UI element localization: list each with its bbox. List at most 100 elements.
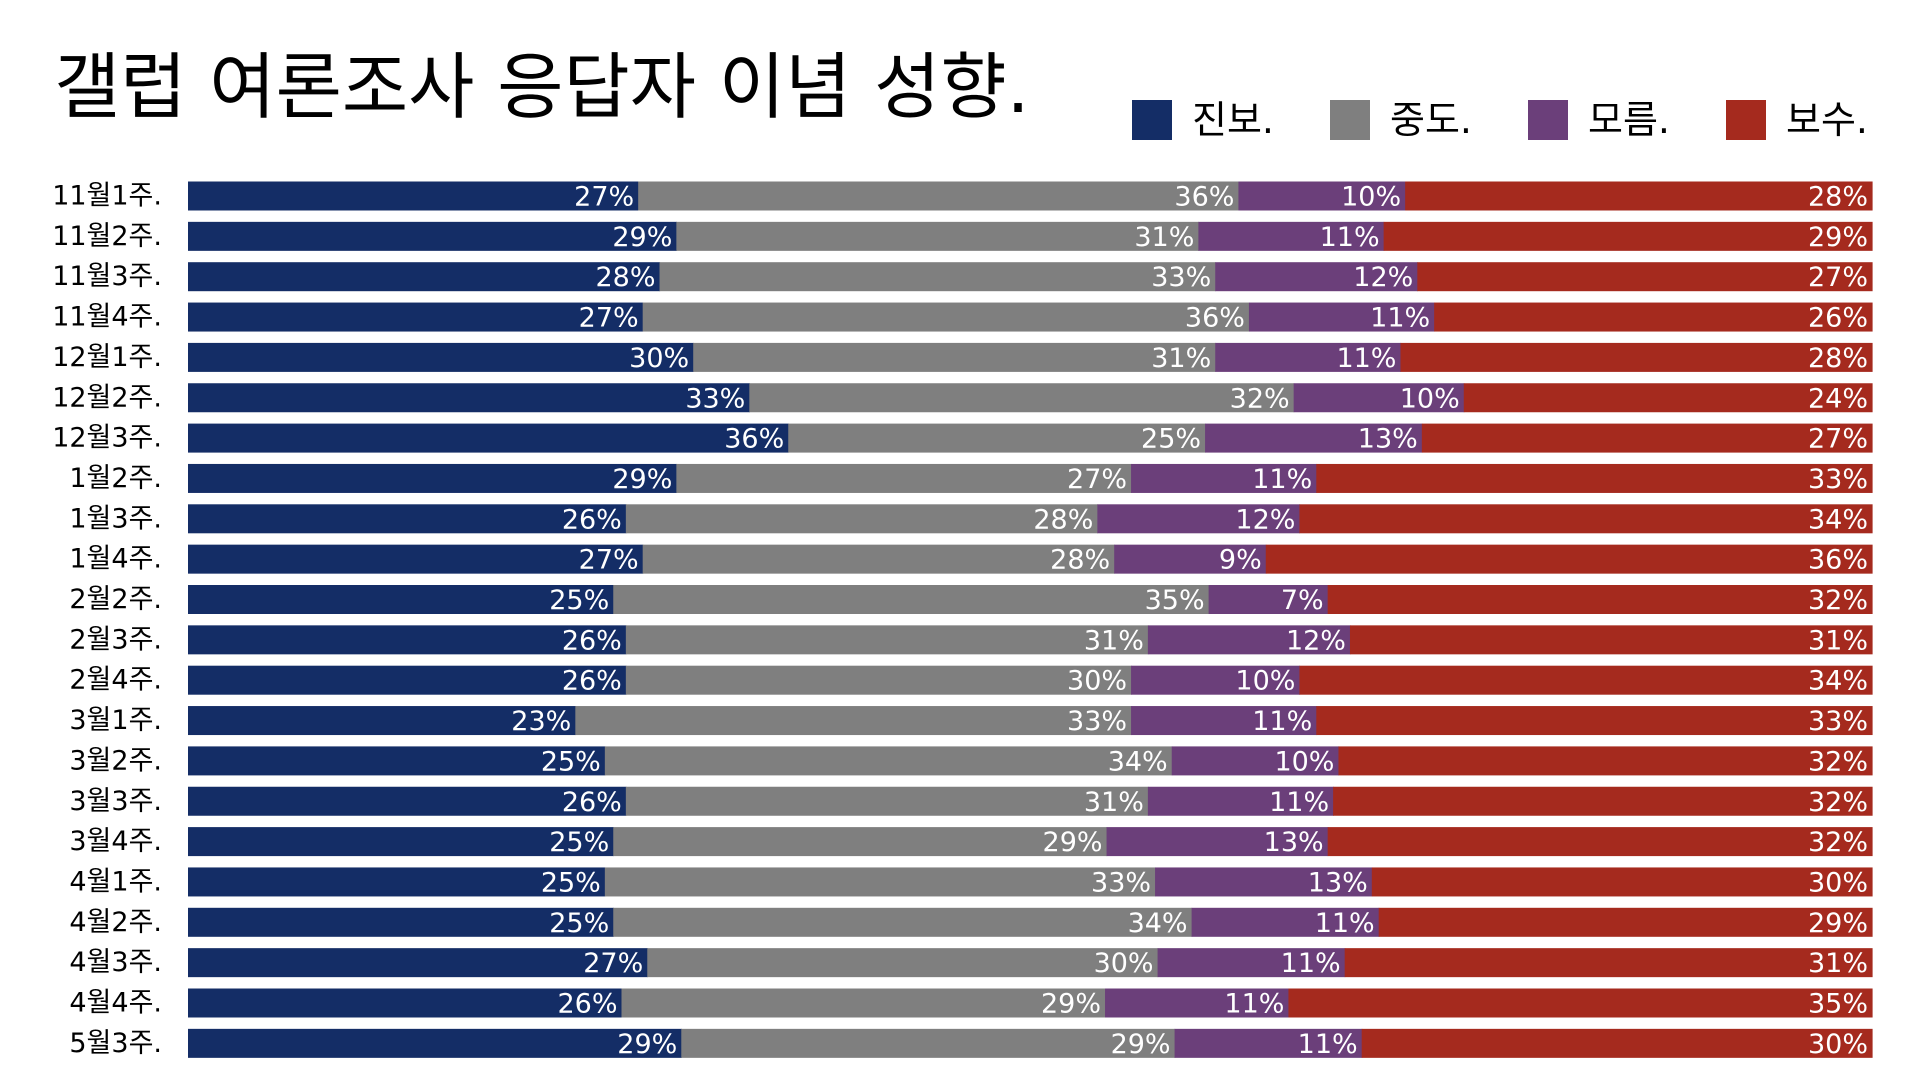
- bar-row: 4월4주. 26% 29% 11% 35%: [69, 988, 1873, 1020]
- value-label-moderate: 31%: [1134, 222, 1194, 253]
- value-label-moderate: 36%: [1185, 303, 1245, 334]
- bar-segment-moderate: [681, 1028, 1176, 1058]
- bar-segment-progressive: [188, 463, 677, 493]
- category-label: 11월1주.: [52, 181, 162, 212]
- bar-segment-unknown: [1155, 867, 1373, 897]
- bar-segment-unknown: [1131, 706, 1317, 736]
- value-label-moderate: 32%: [1230, 383, 1290, 414]
- value-label-unknown: 11%: [1281, 948, 1341, 979]
- value-label-progressive: 26%: [557, 989, 617, 1020]
- value-label-moderate: 28%: [1033, 504, 1093, 535]
- category-label: 1월4주.: [69, 544, 162, 575]
- value-label-unknown: 12%: [1235, 504, 1295, 535]
- bar-segment-unknown: [1147, 625, 1351, 655]
- value-label-conservative: 31%: [1808, 948, 1868, 979]
- value-label-moderate: 27%: [1067, 464, 1127, 495]
- category-label: 2월4주.: [69, 665, 162, 696]
- value-label-unknown: 11%: [1252, 706, 1312, 737]
- legend: 진보. 중도. 모름. 보수.: [1132, 98, 1868, 142]
- bar-segment-unknown: [1191, 907, 1380, 937]
- value-label-progressive: 26%: [562, 666, 622, 697]
- value-label-conservative: 32%: [1808, 746, 1868, 777]
- category-label: 11월2주.: [52, 221, 162, 252]
- bar-segment-progressive: [188, 706, 576, 736]
- bar-segment-progressive: [188, 867, 606, 897]
- bar-segment-moderate: [625, 665, 1132, 695]
- bar-segment-unknown: [1248, 302, 1435, 332]
- bar-segment-progressive: [188, 302, 644, 332]
- bar-segment-conservative: [1327, 585, 1873, 614]
- value-label-unknown: 11%: [1269, 787, 1329, 818]
- value-label-moderate: 33%: [1091, 867, 1151, 898]
- value-label-conservative: 28%: [1808, 182, 1868, 213]
- bar-segment-progressive: [188, 342, 694, 372]
- value-label-unknown: 11%: [1336, 343, 1396, 374]
- value-label-conservative: 26%: [1808, 303, 1868, 334]
- bar-segment-unknown: [1198, 221, 1385, 251]
- value-label-unknown: 11%: [1298, 1029, 1358, 1060]
- bar-segment-moderate: [788, 423, 1206, 453]
- bar-segment-conservative: [1288, 988, 1873, 1018]
- bar-segment-unknown: [1293, 383, 1465, 413]
- bar-segment-progressive: [188, 423, 789, 453]
- bar-segment-progressive: [188, 786, 627, 816]
- legend-label-unknown: 모름.: [1588, 98, 1670, 142]
- bar-segment-unknown: [1114, 544, 1267, 574]
- bar-row: 11월3주. 28% 33% 12% 27%: [52, 261, 1873, 293]
- value-label-progressive: 25%: [549, 908, 609, 939]
- bar-segment-moderate: [638, 181, 1240, 211]
- bar-segment-progressive: [188, 988, 623, 1018]
- bar-segment-progressive: [188, 383, 750, 413]
- legend-item-moderate: 중도.: [1330, 98, 1472, 142]
- value-label-moderate: 34%: [1128, 908, 1188, 939]
- value-label-progressive: 27%: [579, 303, 639, 334]
- bar-segment-conservative: [1327, 827, 1873, 857]
- value-label-progressive: 29%: [612, 464, 672, 495]
- legend-swatch-moderate: [1330, 100, 1370, 140]
- bar-segment-progressive: [188, 746, 606, 776]
- bar-segment-unknown: [1215, 342, 1402, 372]
- bar-segment-conservative: [1338, 746, 1873, 776]
- value-label-conservative: 36%: [1808, 545, 1868, 576]
- value-label-progressive: 29%: [612, 222, 672, 253]
- bar-segment-conservative: [1299, 504, 1873, 534]
- category-label: 4월1주.: [69, 866, 162, 897]
- bar-segment-conservative: [1405, 181, 1873, 211]
- value-label-unknown: 11%: [1315, 908, 1375, 939]
- value-label-unknown: 10%: [1341, 182, 1401, 213]
- bar-segment-unknown: [1238, 181, 1406, 211]
- legend-item-conservative: 보수.: [1726, 98, 1868, 142]
- value-label-unknown: 13%: [1308, 867, 1368, 898]
- value-label-progressive: 28%: [596, 262, 656, 293]
- value-label-conservative: 32%: [1808, 787, 1868, 818]
- category-label: 5월3주.: [69, 1028, 162, 1059]
- bar-row: 3월3주. 26% 31% 11% 32%: [69, 786, 1873, 818]
- bar-row: 11월4주. 27% 36% 11% 26%: [52, 302, 1873, 334]
- value-label-progressive: 29%: [617, 1029, 677, 1060]
- legend-swatch-conservative: [1726, 100, 1766, 140]
- legend-label-progressive: 진보.: [1192, 98, 1274, 142]
- value-label-conservative: 32%: [1808, 827, 1868, 858]
- value-label-progressive: 36%: [724, 424, 784, 455]
- bar-segment-conservative: [1316, 463, 1873, 493]
- bar-segment-moderate: [621, 988, 1106, 1018]
- value-label-progressive: 23%: [511, 706, 571, 737]
- bar-row: 4월1주. 25% 33% 13% 30%: [69, 866, 1873, 898]
- bar-segment-progressive: [188, 625, 627, 655]
- bar-segment-progressive: [188, 907, 614, 937]
- legend-label-moderate: 중도.: [1390, 98, 1472, 142]
- legend-swatch-progressive: [1132, 100, 1172, 140]
- bar-row: 2월4주. 26% 30% 10% 34%: [69, 665, 1873, 697]
- category-label: 3월2주.: [69, 745, 162, 776]
- value-label-unknown: 13%: [1358, 424, 1418, 455]
- value-label-conservative: 34%: [1808, 504, 1868, 535]
- value-label-conservative: 24%: [1808, 383, 1868, 414]
- bar-segment-conservative: [1316, 706, 1873, 736]
- value-label-conservative: 32%: [1808, 585, 1868, 616]
- value-label-moderate: 31%: [1151, 343, 1211, 374]
- category-label: 3월3주.: [69, 786, 162, 817]
- value-label-progressive: 25%: [541, 867, 601, 898]
- bar-row: 3월1주. 23% 33% 11% 33%: [69, 705, 1873, 737]
- category-label: 11월3주.: [52, 261, 162, 292]
